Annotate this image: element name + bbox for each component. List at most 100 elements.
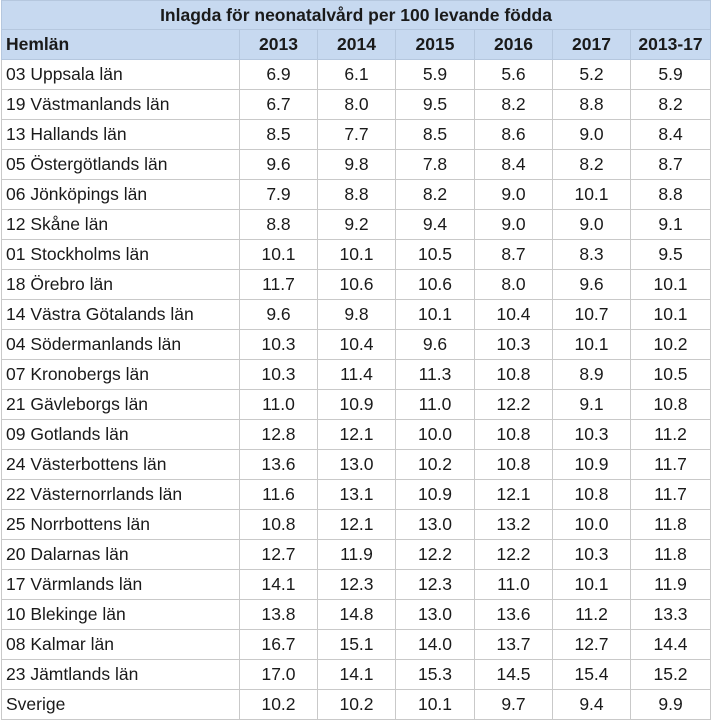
column-header-2017[interactable]: 2017 xyxy=(552,29,631,60)
value-cell[interactable]: 9.6 xyxy=(239,299,318,330)
value-cell[interactable]: 10.4 xyxy=(474,299,553,330)
value-cell[interactable]: 11.9 xyxy=(629,569,711,600)
value-cell[interactable]: 11.0 xyxy=(474,569,553,600)
value-cell[interactable]: 10.8 xyxy=(474,449,553,480)
value-cell[interactable]: 7.8 xyxy=(395,149,475,180)
value-cell[interactable]: 8.8 xyxy=(552,89,631,120)
value-cell[interactable]: 15.1 xyxy=(317,629,396,660)
value-cell[interactable]: 16.7 xyxy=(239,629,318,660)
value-cell[interactable]: 8.8 xyxy=(239,209,318,240)
value-cell[interactable]: 9.6 xyxy=(552,269,631,300)
region-name-cell[interactable]: 18 Örebro län xyxy=(1,269,240,300)
value-cell[interactable]: 9.5 xyxy=(395,89,475,120)
column-header-2013-17[interactable]: 2013-17 xyxy=(629,29,711,60)
value-cell[interactable]: 11.3 xyxy=(395,359,475,390)
value-cell[interactable]: 17.0 xyxy=(239,659,318,690)
value-cell[interactable]: 10.4 xyxy=(317,329,396,360)
region-name-cell[interactable]: 04 Södermanlands län xyxy=(1,329,240,360)
value-cell[interactable]: 11.4 xyxy=(317,359,396,390)
value-cell[interactable]: 10.3 xyxy=(474,329,553,360)
value-cell[interactable]: 10.1 xyxy=(552,179,631,210)
value-cell[interactable]: 7.9 xyxy=(239,179,318,210)
value-cell[interactable]: 10.6 xyxy=(395,269,475,300)
value-cell[interactable]: 8.6 xyxy=(474,119,553,150)
value-cell[interactable]: 8.9 xyxy=(552,359,631,390)
value-cell[interactable]: 13.7 xyxy=(474,629,553,660)
value-cell[interactable]: 10.2 xyxy=(317,689,396,720)
value-cell[interactable]: 11.2 xyxy=(629,419,711,450)
value-cell[interactable]: 6.1 xyxy=(317,59,396,90)
region-name-cell[interactable]: 21 Gävleborgs län xyxy=(1,389,240,420)
value-cell[interactable]: 14.1 xyxy=(317,659,396,690)
value-cell[interactable]: 6.9 xyxy=(239,59,318,90)
value-cell[interactable]: 10.1 xyxy=(395,689,475,720)
value-cell[interactable]: 15.4 xyxy=(552,659,631,690)
value-cell[interactable]: 10.0 xyxy=(395,419,475,450)
value-cell[interactable]: 9.1 xyxy=(629,209,711,240)
value-cell[interactable]: 12.1 xyxy=(474,479,553,510)
value-cell[interactable]: 9.6 xyxy=(239,149,318,180)
value-cell[interactable]: 13.6 xyxy=(474,599,553,630)
region-name-cell[interactable]: 09 Gotlands län xyxy=(1,419,240,450)
value-cell[interactable]: 9.2 xyxy=(317,209,396,240)
value-cell[interactable]: 10.0 xyxy=(552,509,631,540)
value-cell[interactable]: 9.8 xyxy=(317,149,396,180)
column-header-hemlan[interactable]: Hemlän xyxy=(1,29,240,60)
value-cell[interactable]: 8.8 xyxy=(317,179,396,210)
region-name-cell[interactable]: 07 Kronobergs län xyxy=(1,359,240,390)
region-name-cell[interactable]: 22 Västernorrlands län xyxy=(1,479,240,510)
column-header-2015[interactable]: 2015 xyxy=(395,29,475,60)
value-cell[interactable]: 12.8 xyxy=(239,419,318,450)
region-name-cell[interactable]: 03 Uppsala län xyxy=(1,59,240,90)
value-cell[interactable]: 9.6 xyxy=(395,329,475,360)
value-cell[interactable]: 8.8 xyxy=(629,179,711,210)
value-cell[interactable]: 10.9 xyxy=(395,479,475,510)
table-title[interactable]: Inlagda för neonatalvård per 100 levande… xyxy=(0,0,711,30)
region-name-cell[interactable]: 25 Norrbottens län xyxy=(1,509,240,540)
value-cell[interactable]: 5.6 xyxy=(474,59,553,90)
value-cell[interactable]: 10.3 xyxy=(239,359,318,390)
value-cell[interactable]: 14.0 xyxy=(395,629,475,660)
value-cell[interactable]: 8.0 xyxy=(317,89,396,120)
value-cell[interactable]: 10.1 xyxy=(239,239,318,270)
value-cell[interactable]: 10.2 xyxy=(239,689,318,720)
value-cell[interactable]: 10.1 xyxy=(629,269,711,300)
value-cell[interactable]: 11.9 xyxy=(317,539,396,570)
value-cell[interactable]: 11.8 xyxy=(629,509,711,540)
value-cell[interactable]: 8.4 xyxy=(474,149,553,180)
column-header-2013[interactable]: 2013 xyxy=(239,29,318,60)
value-cell[interactable]: 8.3 xyxy=(552,239,631,270)
value-cell[interactable]: 10.3 xyxy=(239,329,318,360)
value-cell[interactable]: 13.0 xyxy=(317,449,396,480)
value-cell[interactable]: 12.1 xyxy=(317,509,396,540)
value-cell[interactable]: 11.7 xyxy=(239,269,318,300)
value-cell[interactable]: 14.5 xyxy=(474,659,553,690)
value-cell[interactable]: 7.7 xyxy=(317,119,396,150)
value-cell[interactable]: 8.0 xyxy=(474,269,553,300)
value-cell[interactable]: 6.7 xyxy=(239,89,318,120)
region-name-cell[interactable]: 23 Jämtlands län xyxy=(1,659,240,690)
value-cell[interactable]: 9.0 xyxy=(552,209,631,240)
column-header-2014[interactable]: 2014 xyxy=(317,29,396,60)
value-cell[interactable]: 5.2 xyxy=(552,59,631,90)
value-cell[interactable]: 10.1 xyxy=(552,569,631,600)
value-cell[interactable]: 8.2 xyxy=(474,89,553,120)
value-cell[interactable]: 11.2 xyxy=(552,599,631,630)
region-name-cell[interactable]: 12 Skåne län xyxy=(1,209,240,240)
value-cell[interactable]: 9.4 xyxy=(395,209,475,240)
value-cell[interactable]: 9.1 xyxy=(552,389,631,420)
value-cell[interactable]: 14.4 xyxy=(629,629,711,660)
value-cell[interactable]: 13.3 xyxy=(629,599,711,630)
value-cell[interactable]: 8.2 xyxy=(552,149,631,180)
value-cell[interactable]: 9.9 xyxy=(629,689,711,720)
value-cell[interactable]: 10.5 xyxy=(629,359,711,390)
region-name-cell[interactable]: 06 Jönköpings län xyxy=(1,179,240,210)
value-cell[interactable]: 10.8 xyxy=(629,389,711,420)
value-cell[interactable]: 12.2 xyxy=(395,539,475,570)
value-cell[interactable]: 14.8 xyxy=(317,599,396,630)
value-cell[interactable]: 11.8 xyxy=(629,539,711,570)
value-cell[interactable]: 11.0 xyxy=(239,389,318,420)
value-cell[interactable]: 12.3 xyxy=(395,569,475,600)
value-cell[interactable]: 10.9 xyxy=(552,449,631,480)
value-cell[interactable]: 12.1 xyxy=(317,419,396,450)
